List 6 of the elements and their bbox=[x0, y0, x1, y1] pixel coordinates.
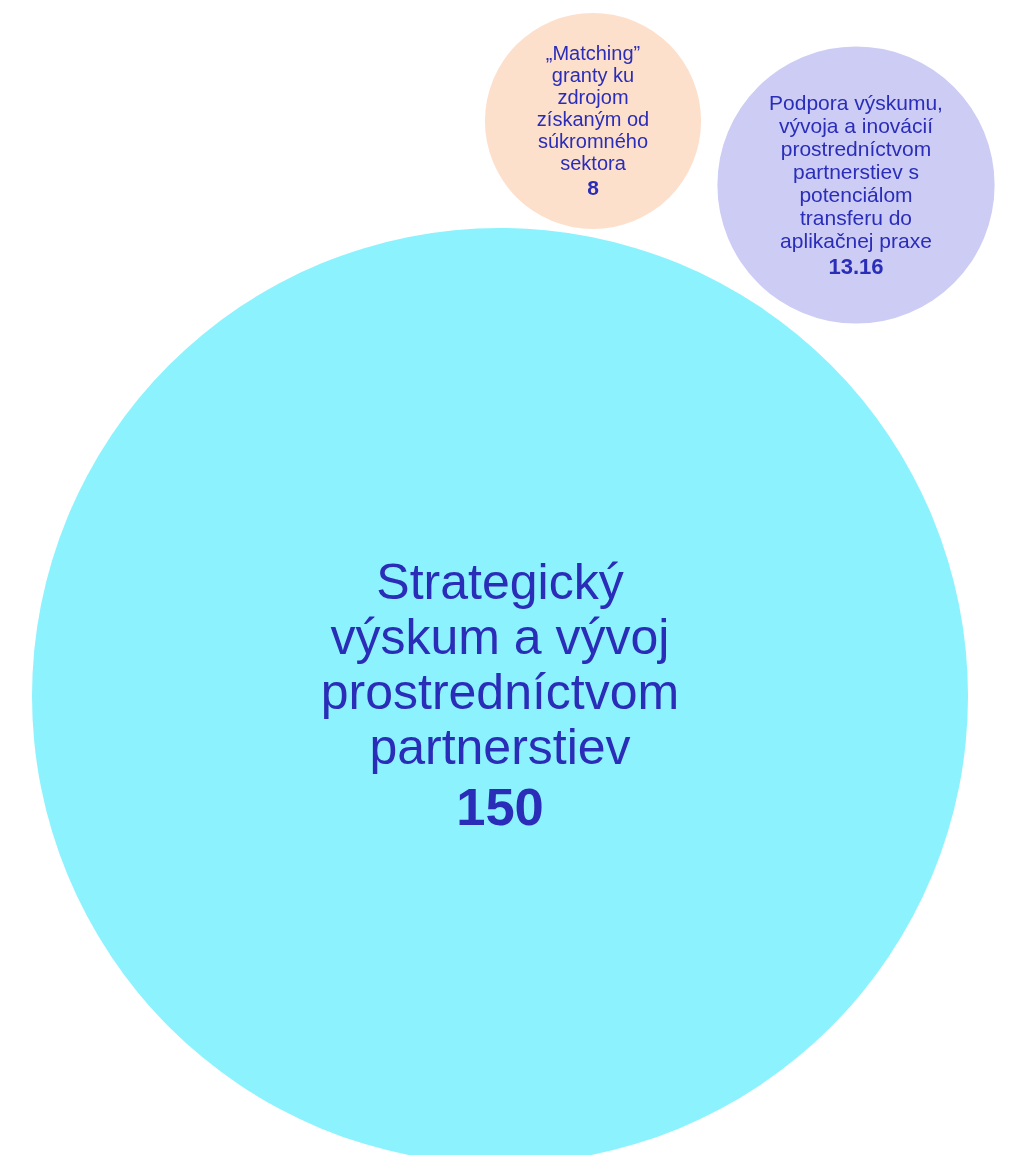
data-label: 13.16 bbox=[828, 253, 884, 279]
category-label: Strategický výskum a vývoj prostredníctvom partnerstiev bbox=[320, 554, 680, 776]
category-label: „Matching” granty ku zdrojom získaným od súkromného sektora bbox=[536, 42, 650, 175]
data-label: 8 bbox=[587, 175, 600, 199]
data-label: 150 bbox=[456, 776, 544, 836]
category-label: Podpora výskumu, vývoja a inovácií prostredníctvom partnerstiev s potenciálom transferu do aplikačnej praxe bbox=[769, 90, 943, 253]
